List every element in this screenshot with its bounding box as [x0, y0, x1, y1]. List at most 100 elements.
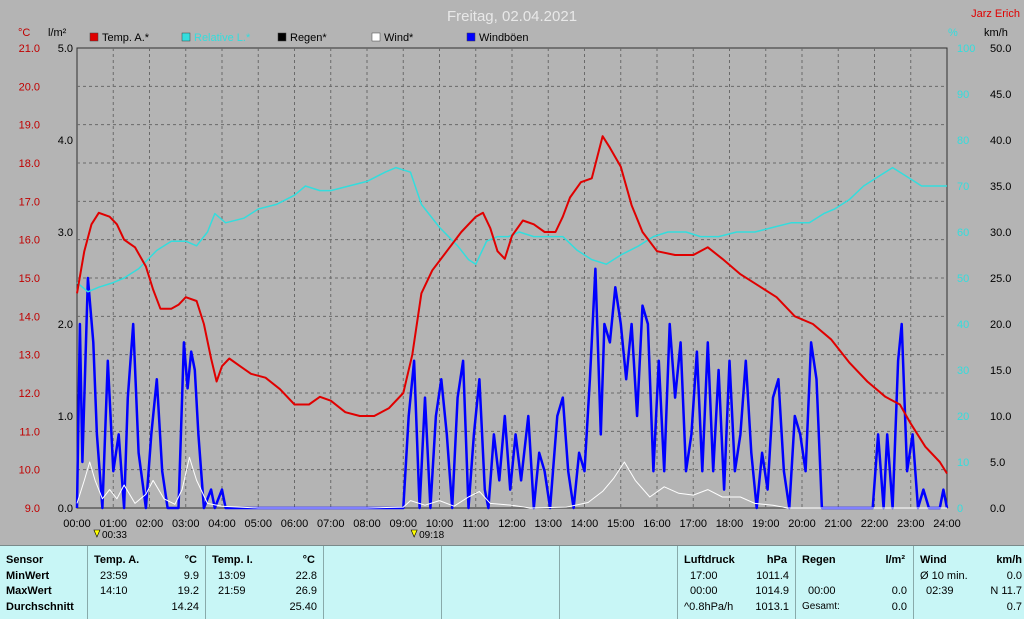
humidity-tick-label: 20 — [957, 411, 969, 423]
wind-tick-label: 40.0 — [990, 135, 1011, 147]
humidity-tick-label: 90 — [957, 89, 969, 101]
wind-tick-label: 0.0 — [990, 503, 1005, 515]
temp-i-column: Temp. I. °C 13:09 22.8 21:59 26.9 25.40 — [206, 546, 324, 619]
temp-tick-label: 17.0 — [19, 196, 40, 208]
x-tick-label: 06:00 — [281, 518, 309, 530]
temp-a-min-time: 23:59 — [100, 570, 128, 582]
rain-axis-unit: l/m² — [48, 27, 67, 39]
temp-tick-label: 11.0 — [19, 426, 40, 438]
regen-header: Regen — [802, 554, 836, 566]
temp-tick-label: 21.0 — [19, 43, 40, 55]
temp-axis-unit: °C — [18, 27, 30, 39]
legend: Temp. A.* Relative L.* Regen* Wind* Windböen — [89, 32, 529, 44]
x-tick-label: 07:00 — [317, 518, 345, 530]
luftdruck-unit: hPa — [766, 554, 787, 566]
temp-a-max-time: 14:10 — [100, 585, 128, 597]
legend-swatch — [277, 32, 287, 42]
humidity-tick-label: 10 — [957, 457, 969, 469]
temp-i-min-time: 13:09 — [218, 570, 246, 582]
wind-tick-label: 35.0 — [990, 181, 1011, 193]
humidity-tick-label: 100 — [957, 43, 975, 55]
x-tick-label: 00:00 — [63, 518, 91, 530]
temp-i-header: Temp. I. — [212, 554, 253, 566]
humidity-tick-label: 30 — [957, 365, 969, 377]
y-axis-ticks: 9.0 10.0 11.0 12.0 13.0 14.0 15.0 16.0 17.0 18.0 1… — [19, 43, 1012, 515]
marker-label: 09:18 — [419, 530, 444, 541]
regen-total-value: 0.0 — [891, 601, 907, 613]
x-tick-label: 20:00 — [788, 518, 816, 530]
empty-column-2 — [442, 546, 560, 619]
temp-tick-label: 14.0 — [19, 311, 40, 323]
wind-avg10-label: Ø 10 min. — [920, 570, 968, 582]
x-tick-label: 21:00 — [824, 518, 852, 530]
statistics-panel: Sensor MinWert MaxWert Durchschnitt Temp… — [0, 545, 1024, 619]
weather-chart: Freitag, 02.04.2021 Jarz Erich Temp. A.*… — [18, 8, 1020, 541]
regen-unit: l/m² — [885, 554, 905, 566]
marker-label: 00:33 — [102, 530, 127, 541]
temp-tick-label: 9.0 — [25, 503, 40, 515]
legend-label: Relative L.* — [194, 32, 251, 44]
temp-tick-label: 13.0 — [19, 350, 40, 362]
wind-tick-label: 30.0 — [990, 227, 1011, 239]
temp-tick-label: 18.0 — [19, 158, 40, 170]
legend-label: Temp. A.* — [102, 32, 150, 44]
legend-swatch — [466, 32, 476, 42]
series-line-windböen — [75, 267, 949, 510]
wind-column: Wind km/h Ø 10 min. 0.0 02:39 N 11.7 0.7 — [914, 546, 1024, 619]
regen-total-label: Gesamt: — [802, 601, 840, 612]
rain-tick-label: 3.0 — [58, 227, 73, 239]
x-tick-label: 12:00 — [498, 518, 526, 530]
x-tick-label: 08:00 — [353, 518, 381, 530]
wind-tick-label: 50.0 — [990, 43, 1011, 55]
wind-tick-label: 5.0 — [990, 457, 1005, 469]
plot-series — [75, 135, 949, 510]
empty-column-3 — [560, 546, 678, 619]
legend-swatch — [371, 32, 381, 42]
wind-tick-label: 15.0 — [990, 365, 1011, 377]
humidity-tick-label: 80 — [957, 135, 969, 147]
temp-tick-label: 19.0 — [19, 120, 40, 132]
legend-label: Windböen — [479, 32, 529, 44]
wind-tick-label: 20.0 — [990, 319, 1011, 331]
x-tick-label: 16:00 — [643, 518, 671, 530]
rain-tick-label: 2.0 — [58, 319, 73, 331]
wind-axis-unit: km/h — [984, 27, 1008, 39]
x-tick-label: 15:00 — [607, 518, 635, 530]
x-tick-label: 22:00 — [861, 518, 889, 530]
rain-tick-label: 1.0 — [58, 411, 73, 423]
wind-max-value: N 11.7 — [990, 585, 1022, 597]
temp-a-min-value: 9.9 — [183, 570, 199, 582]
rain-tick-label: 0.0 — [58, 503, 73, 515]
temp-a-header: Temp. A. — [94, 554, 140, 566]
humidity-tick-label: 70 — [957, 181, 969, 193]
legend-swatch — [181, 32, 191, 42]
wind-header: Wind — [920, 554, 947, 566]
rain-tick-label: 5.0 — [58, 43, 73, 55]
row-label-min: MinWert — [6, 570, 50, 582]
temp-a-avg-value: 14.24 — [171, 601, 199, 613]
luftdruck-header: Luftdruck — [684, 554, 735, 566]
luftdruck-avg-value: 1013.1 — [755, 601, 789, 613]
x-tick-label: 09:00 — [389, 518, 417, 530]
x-tick-label: 04:00 — [208, 518, 236, 530]
temp-i-max-time: 21:59 — [218, 585, 246, 597]
regen-column: Regen l/m² 00:00 0.0 Gesamt: 0.0 — [796, 546, 914, 619]
temp-tick-label: 20.0 — [19, 81, 40, 93]
luftdruck-max-value: 1014.9 — [755, 585, 789, 597]
x-tick-label: 01:00 — [99, 518, 127, 530]
x-tick-label: 14:00 — [571, 518, 599, 530]
marker-icon — [93, 529, 101, 538]
humidity-tick-label: 40 — [957, 319, 969, 331]
series-line-tempa — [76, 135, 948, 475]
luftdruck-min-value: 1011.4 — [756, 570, 789, 582]
temp-tick-label: 15.0 — [19, 273, 40, 285]
temp-a-column: Temp. A. °C 23:59 9.9 14:10 19.2 14.24 — [88, 546, 206, 619]
temp-i-min-value: 22.8 — [295, 570, 317, 582]
temp-i-unit: °C — [302, 554, 315, 566]
x-tick-label: 11:00 — [462, 518, 489, 530]
x-tick-label: 24:00 — [933, 518, 961, 530]
chart-title: Freitag, 02.04.2021 — [447, 8, 577, 25]
x-tick-label: 10:00 — [426, 518, 454, 530]
wind-tick-label: 10.0 — [990, 411, 1011, 423]
temp-i-max-value: 26.9 — [295, 585, 317, 597]
